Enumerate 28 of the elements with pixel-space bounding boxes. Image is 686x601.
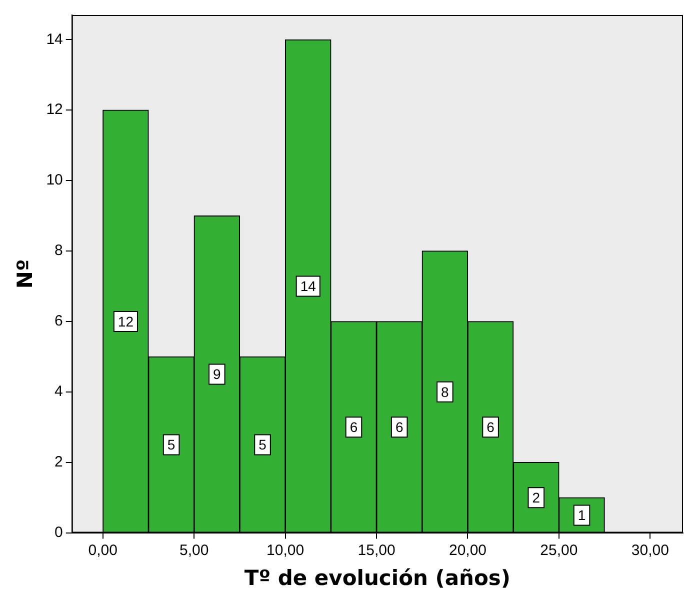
data-label: 12 xyxy=(118,313,134,330)
data-label: 2 xyxy=(532,489,540,506)
x-tick-label: 5,00 xyxy=(180,542,209,559)
y-tick-label: 6 xyxy=(54,312,63,330)
y-tick-label: 10 xyxy=(46,172,63,189)
x-tick-label: 20,00 xyxy=(448,542,487,559)
y-tick-label: 14 xyxy=(46,30,63,48)
y-tick-label: 12 xyxy=(46,101,63,118)
y-axis-title: Nº xyxy=(13,259,38,289)
data-label: 9 xyxy=(213,366,222,382)
y-tick-label: 8 xyxy=(54,242,63,260)
x-tick-label: 0,00 xyxy=(88,542,118,559)
y-tick-label: 2 xyxy=(54,453,63,470)
data-label: 6 xyxy=(486,418,495,435)
data-label: 8 xyxy=(441,384,450,400)
data-label: 1 xyxy=(578,507,586,524)
x-axis-title: Tº de evolución (años) xyxy=(244,566,511,590)
x-tick-label: 15,00 xyxy=(358,542,396,559)
y-tick-label: 4 xyxy=(54,383,63,400)
data-label: 5 xyxy=(258,436,267,453)
x-tick-label: 30,00 xyxy=(631,542,669,559)
data-label: 6 xyxy=(395,418,404,435)
y-tick-label: 0 xyxy=(54,524,63,541)
data-label: 6 xyxy=(350,418,358,435)
x-tick-label: 25,00 xyxy=(540,542,578,559)
data-label: 14 xyxy=(300,278,316,294)
data-label: 5 xyxy=(167,436,176,453)
x-tick-label: 10,00 xyxy=(266,542,304,559)
